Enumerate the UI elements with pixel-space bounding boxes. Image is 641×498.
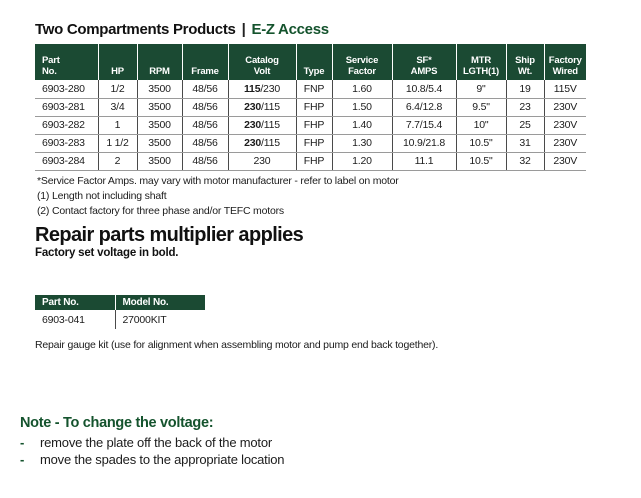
cell-hp: 1 1/2 <box>97 134 137 153</box>
col-header-sf-amps: SF* AMPS <box>391 44 456 80</box>
cell-frame: 48/56 <box>181 80 228 99</box>
cell-part-no: 6903-282 <box>35 116 98 135</box>
cell-sf-amps: 10.8/5.4 <box>391 80 456 99</box>
cell-volt: 230/115 <box>227 98 296 117</box>
cell-sf-amps: 6.4/12.8 <box>391 98 456 117</box>
page-title-main: Two Compartments Products <box>35 21 236 38</box>
dash-bullet: - <box>20 435 25 450</box>
cell-ship-wt: 19 <box>505 80 544 99</box>
cell-hp: 2 <box>97 152 137 171</box>
cell-ship-wt: 23 <box>505 98 544 117</box>
cell-mtr-lgth: 9" <box>455 80 506 99</box>
cell-mtr-lgth: 9.5" <box>455 98 506 117</box>
cell-ship-wt: 25 <box>505 116 544 135</box>
col-header-catalog-volt: Catalog Volt <box>227 44 296 80</box>
col-header-type: Type <box>295 44 332 80</box>
cell-rpm: 3500 <box>136 98 182 117</box>
cell-sf-amps: 7.7/15.4 <box>391 116 456 135</box>
note-item-text: remove the plate off the back of the mot… <box>40 435 272 450</box>
title-separator: | <box>241 21 246 38</box>
cell-rpm: 3500 <box>136 134 182 153</box>
cell-service-factor: 1.40 <box>331 116 392 135</box>
col-header-hp: HP <box>97 44 137 80</box>
kit-cell-model-no: 27000KIT <box>114 310 205 329</box>
page-title-accent: E-Z Access <box>251 21 329 38</box>
factory-voltage-note: Factory set voltage in bold. <box>35 247 179 259</box>
cell-factory-wired: 230V <box>543 98 586 117</box>
cell-volt: 230 <box>227 152 296 171</box>
col-header-factory-wired: Factory Wired <box>543 44 586 80</box>
cell-mtr-lgth: 10.5" <box>455 134 506 153</box>
cell-part-no: 6903-284 <box>35 152 98 171</box>
cell-hp: 1/2 <box>97 80 137 99</box>
product-spec-table: Part No. HP RPM Frame Catalog Volt Type Se… <box>35 44 586 171</box>
cell-frame: 48/56 <box>181 98 228 117</box>
kit-col-header-part-no: Part No. <box>35 295 115 310</box>
cell-service-factor: 1.60 <box>331 80 392 99</box>
col-header-frame: Frame <box>181 44 228 80</box>
cell-volt: 115/230 <box>227 80 296 99</box>
cell-frame: 48/56 <box>181 152 228 171</box>
cell-type: FHP <box>295 98 332 117</box>
cell-factory-wired: 115V <box>543 80 586 99</box>
cell-ship-wt: 32 <box>505 152 544 171</box>
cell-service-factor: 1.20 <box>331 152 392 171</box>
cell-type: FNP <box>295 80 332 99</box>
cell-frame: 48/56 <box>181 134 228 153</box>
note-item: - move the spades to the appropriate loc… <box>20 451 285 468</box>
cell-service-factor: 1.30 <box>331 134 392 153</box>
table-row: 6903-282 1 3500 48/56 230/115 FHP 1.40 7… <box>35 116 586 135</box>
table-row: 6903-283 1 1/2 3500 48/56 230/115 FHP 1.… <box>35 134 586 153</box>
footnotes: *Service Factor Amps. may vary with moto… <box>37 174 399 219</box>
cell-part-no: 6903-281 <box>35 98 98 117</box>
table-row: 6903-280 1/2 3500 48/56 115/230 FNP 1.60… <box>35 80 586 99</box>
note-item: - remove the plate off the back of the m… <box>20 434 284 451</box>
note-title: Note - To change the voltage: <box>20 415 214 431</box>
cell-type: FHP <box>295 134 332 153</box>
page-title: Two Compartments Products | E-Z Access <box>35 21 329 38</box>
repair-parts-heading: Repair parts multiplier applies <box>35 224 304 246</box>
dash-bullet: - <box>20 452 25 467</box>
cell-factory-wired: 230V <box>543 134 586 153</box>
col-header-rpm: RPM <box>136 44 182 80</box>
table-row: 6903-041 27000KIT <box>35 310 205 329</box>
voltage-change-note: Note - To change the voltage: - remove t… <box>20 415 285 468</box>
cell-type: FHP <box>295 116 332 135</box>
kit-header-row: Part No. Model No. <box>35 295 205 310</box>
col-header-service-factor: Service Factor <box>331 44 392 80</box>
cell-part-no: 6903-283 <box>35 134 98 153</box>
kit-cell-part-no: 6903-041 <box>42 313 85 326</box>
cell-factory-wired: 230V <box>543 152 586 171</box>
col-header-ship-wt: Ship Wt. <box>505 44 544 80</box>
cell-ship-wt: 31 <box>505 134 544 153</box>
cell-sf-amps: 11.1 <box>391 152 456 171</box>
cell-rpm: 3500 <box>136 116 182 135</box>
note-item-text: move the spades to the appropriate locat… <box>40 452 285 467</box>
cell-hp: 1 <box>97 116 137 135</box>
cell-rpm: 3500 <box>136 152 182 171</box>
cell-volt: 230/115 <box>227 116 296 135</box>
table-row: 6903-281 3/4 3500 48/56 230/115 FHP 1.50… <box>35 98 586 117</box>
spec-header-row: Part No. HP RPM Frame Catalog Volt Type Se… <box>35 44 586 80</box>
repair-kit-table: Part No. Model No. 6903-041 27000KIT <box>35 295 205 329</box>
cell-rpm: 3500 <box>136 80 182 99</box>
cell-volt: 230/115 <box>227 134 296 153</box>
cell-service-factor: 1.50 <box>331 98 392 117</box>
footnote-length: (1) Length not including shaft <box>37 190 167 202</box>
repair-gauge-kit-caption: Repair gauge kit (use for alignment when… <box>35 339 439 351</box>
col-header-part-no: Part No. <box>35 44 98 80</box>
cell-sf-amps: 10.9/21.8 <box>391 134 456 153</box>
cell-mtr-lgth: 10.5" <box>455 152 506 171</box>
kit-col-header-model-no: Model No. <box>114 295 205 310</box>
cell-part-no: 6903-280 <box>35 80 98 99</box>
col-header-mtr-lgth: MTR LGTH(1) <box>455 44 506 80</box>
table-row: 6903-284 2 3500 48/56 230 FHP 1.20 11.1 … <box>35 152 586 171</box>
cell-type: FHP <box>295 152 332 171</box>
footnote-service-factor: *Service Factor Amps. may vary with moto… <box>37 175 399 187</box>
cell-hp: 3/4 <box>97 98 137 117</box>
cell-factory-wired: 230V <box>543 116 586 135</box>
cell-mtr-lgth: 10" <box>455 116 506 135</box>
footnote-contact-factory: (2) Contact factory for three phase and/… <box>37 205 284 217</box>
cell-frame: 48/56 <box>181 116 228 135</box>
